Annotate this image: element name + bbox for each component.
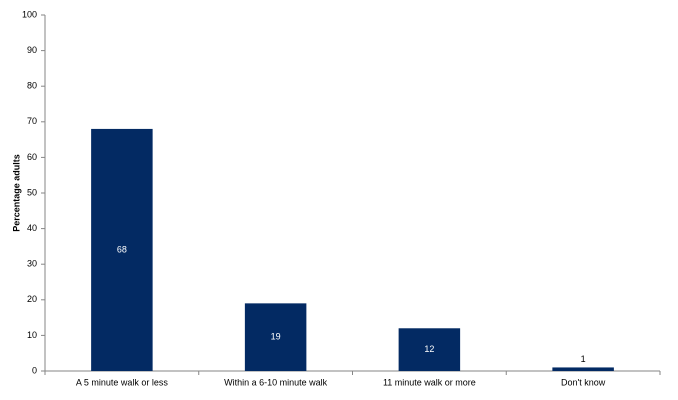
bar (552, 367, 614, 371)
y-tick-label: 0 (32, 365, 37, 375)
x-tick-label: Within a 6-10 minute walk (224, 377, 328, 387)
y-tick-label: 40 (27, 223, 37, 233)
x-tick-label: Don't know (561, 377, 606, 387)
data-label: 68 (117, 244, 127, 254)
y-tick-label: 60 (27, 152, 37, 162)
data-label: 12 (424, 344, 434, 354)
y-tick-label: 100 (22, 9, 37, 19)
y-tick-label: 80 (27, 81, 37, 91)
y-tick-label: 70 (27, 116, 37, 126)
bar (398, 328, 461, 371)
y-tick-label: 10 (27, 330, 37, 340)
y-tick-label: 90 (27, 45, 37, 55)
y-tick-label: 50 (27, 187, 37, 197)
y-axis-label: Percentage adults (11, 154, 21, 232)
x-tick-label: 11 minute walk or more (383, 377, 476, 387)
bar (244, 303, 307, 371)
data-label: 19 (271, 332, 281, 342)
y-tick-label: 20 (27, 294, 37, 304)
bar (91, 128, 153, 371)
x-tick-label: A 5 minute walk or less (76, 377, 169, 387)
y-tick-label: 30 (27, 259, 37, 269)
data-label: 1 (581, 354, 586, 364)
